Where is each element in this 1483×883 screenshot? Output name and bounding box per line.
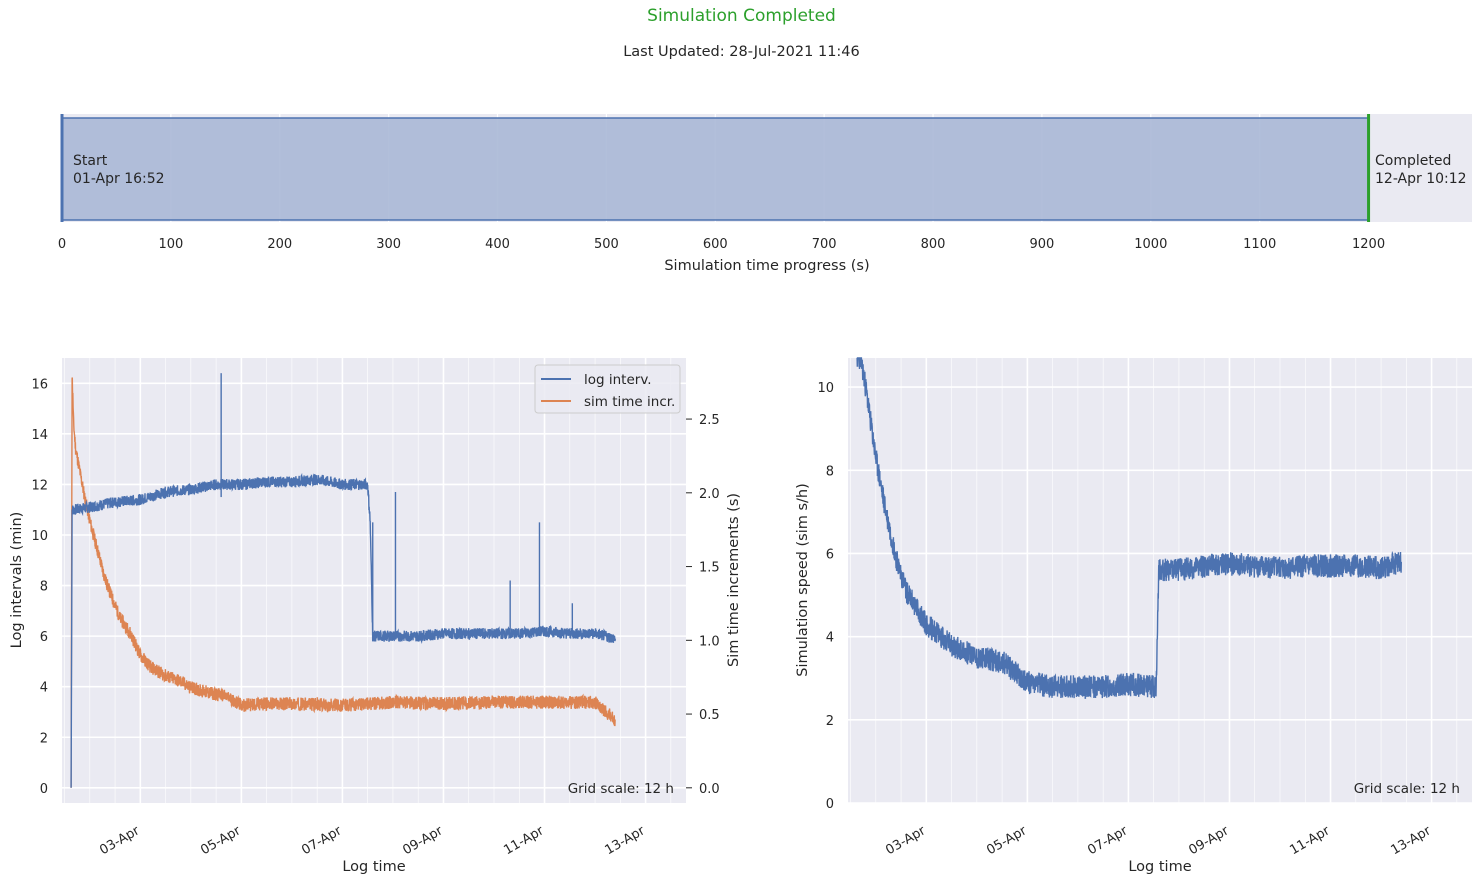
- y-tick-label: 16: [31, 377, 48, 392]
- left-x-axis-label: Log time: [342, 859, 405, 875]
- y-tick-label: 2: [40, 731, 48, 746]
- right-y-axis-label: Simulation speed (sim s/h): [795, 483, 811, 677]
- y-tick-label: 10: [817, 381, 834, 396]
- x-tick-label: 05-Apr: [984, 823, 1030, 858]
- progress-tick-label: 700: [812, 237, 837, 252]
- x-tick-label: 07-Apr: [1085, 823, 1131, 858]
- right-y-ticks: 0 2 4 6 8 10: [817, 381, 834, 812]
- right-grid-scale-note: Grid scale: 12 h: [1354, 781, 1460, 797]
- simulation-speed-chart: 0 2 4 6 8 10 03-Apr 05-Apr 07-Apr 09-Apr 11-Apr 13…: [795, 357, 1472, 875]
- x-tick-label: 13-Apr: [602, 823, 648, 858]
- progress-start-label: Start: [73, 153, 108, 169]
- progress-end-time: 12-Apr 10:12: [1375, 171, 1467, 187]
- progress-tick-label: 1100: [1243, 237, 1276, 252]
- y-tick-label: 10: [31, 529, 48, 544]
- left-y-ticks: 0 2 4 6 8 10 12 14 16: [31, 377, 48, 797]
- right-grid: [848, 358, 1472, 804]
- progress-tick-label: 0: [58, 237, 66, 252]
- y-tick-label: 6: [826, 547, 834, 562]
- last-updated-text: Last Updated: 28-Jul-2021 11:46: [623, 44, 860, 60]
- x-tick-label: 11-Apr: [501, 823, 547, 858]
- right-x-axis-label: Log time: [1128, 859, 1191, 875]
- legend-label-log-interv: log interv.: [584, 372, 652, 388]
- progress-tick-label: 300: [376, 237, 401, 252]
- secondary-y-tick-label: 2.0: [699, 487, 720, 502]
- secondary-y-tick-label: 0.5: [699, 708, 720, 723]
- x-tick-label: 11-Apr: [1287, 823, 1333, 858]
- x-tick-label: 13-Apr: [1388, 823, 1434, 858]
- x-tick-label: 03-Apr: [97, 823, 143, 858]
- y-tick-label: 8: [826, 464, 834, 479]
- left-y-axis-label: Log intervals (min): [9, 512, 25, 649]
- y-tick-label: 4: [826, 631, 834, 646]
- secondary-y-tick-label: 2.5: [699, 413, 720, 428]
- progress-tick-label: 100: [158, 237, 183, 252]
- progress-tick-label: 600: [703, 237, 728, 252]
- secondary-y-tick-label: 0.0: [699, 782, 720, 797]
- left-axes-background: [62, 358, 686, 803]
- legend-label-sim-time-incr: sim time incr.: [584, 394, 675, 410]
- left-secondary-y-axis-label: Sim time increments (s): [726, 493, 742, 667]
- right-series: [856, 357, 1402, 699]
- y-tick-label: 6: [40, 630, 48, 645]
- progress-tick-label: 1200: [1352, 237, 1385, 252]
- left-series: [70, 373, 616, 788]
- y-tick-label: 0: [40, 782, 48, 797]
- secondary-y-tick-label: 1.5: [699, 561, 720, 576]
- progress-tick-label: 1000: [1134, 237, 1167, 252]
- left-secondary-y-ticks: 0.0 0.5 1.0 1.5 2.0 2.5: [686, 413, 720, 797]
- progress-panel: Start 01-Apr 16:52 Completed 12-Apr 10:1…: [58, 114, 1472, 274]
- simulation-status-title: Simulation Completed: [647, 6, 836, 26]
- progress-start-time: 01-Apr 16:52: [73, 171, 165, 187]
- progress-tick-label: 900: [1030, 237, 1055, 252]
- legend-box: [534, 364, 681, 414]
- right-x-ticks: 03-Apr 05-Apr 07-Apr 09-Apr 11-Apr 13-Apr: [883, 823, 1434, 858]
- y-tick-label: 8: [40, 580, 48, 595]
- progress-end-label: Completed: [1375, 153, 1451, 169]
- left-grid-scale-note: Grid scale: 12 h: [568, 781, 674, 797]
- progress-x-ticks: 0 100 200 300 400 500 600 700 800 900 1000 1100 1200: [58, 237, 1385, 252]
- y-tick-label: 14: [31, 428, 48, 443]
- x-tick-label: 09-Apr: [400, 823, 446, 858]
- progress-tick-label: 800: [921, 237, 946, 252]
- progress-tick-label: 200: [267, 237, 292, 252]
- progress-x-axis-label: Simulation time progress (s): [664, 258, 869, 274]
- left-x-ticks: 03-Apr 05-Apr 07-Apr 09-Apr 11-Apr 13-Apr: [97, 823, 648, 858]
- secondary-y-tick-label: 1.0: [699, 634, 720, 649]
- left-grid: [62, 358, 686, 803]
- x-tick-label: 09-Apr: [1186, 823, 1232, 858]
- legend: log interv. sim time incr.: [534, 364, 681, 414]
- y-tick-label: 4: [40, 681, 48, 696]
- y-tick-label: 2: [826, 714, 834, 729]
- progress-bar: [61, 117, 1370, 221]
- progress-tick-label: 400: [485, 237, 510, 252]
- series-line-sim-time-incr: [70, 377, 616, 788]
- series-line-log-interv: [70, 472, 616, 788]
- x-tick-label: 07-Apr: [299, 823, 345, 858]
- series-line-simulation-speed: [856, 357, 1402, 699]
- x-tick-label: 03-Apr: [883, 823, 929, 858]
- x-tick-label: 05-Apr: [198, 823, 244, 858]
- y-tick-label: 0: [826, 797, 834, 812]
- progress-tick-label: 500: [594, 237, 619, 252]
- right-axes-background: [848, 358, 1472, 803]
- y-tick-label: 12: [31, 478, 48, 493]
